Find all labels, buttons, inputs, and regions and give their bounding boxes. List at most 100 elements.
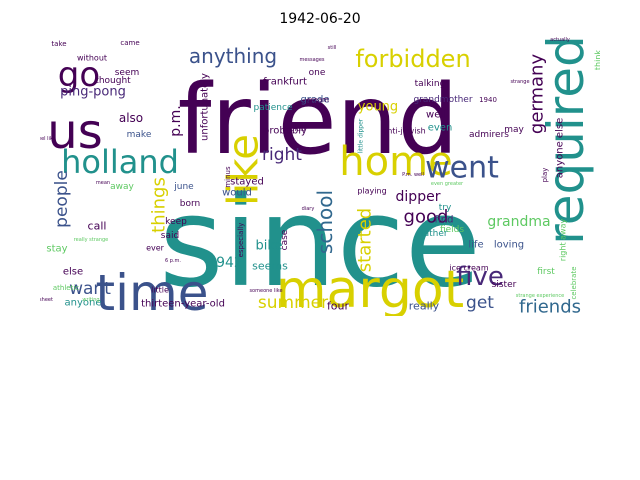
- cloud-word: stay: [46, 244, 67, 255]
- cloud-word: seem: [115, 68, 140, 78]
- cloud-word: without: [77, 54, 107, 63]
- cloud-word: talking: [415, 79, 446, 89]
- cloud-word: dipper: [396, 189, 441, 205]
- cloud-word: mean: [96, 180, 110, 186]
- cloud-word: young: [358, 100, 398, 115]
- cloud-word: away: [110, 182, 134, 192]
- cloud-word: sheet: [39, 297, 53, 303]
- cloud-word: admirers: [469, 130, 509, 140]
- cloud-word: sister: [492, 280, 517, 290]
- cloud-word: think: [594, 50, 603, 71]
- cloud-word: minus: [224, 166, 232, 188]
- cloud-word: celebrate: [570, 266, 578, 299]
- cloud-word: fields: [440, 225, 464, 235]
- cloud-word: well: [426, 110, 446, 121]
- cloud-word: father: [420, 229, 447, 239]
- cloud-word: also: [119, 111, 143, 125]
- cloud-word: still: [328, 45, 337, 51]
- cloud-word: said: [161, 231, 179, 241]
- cloud-word: make: [127, 130, 152, 140]
- cloud-word: else: [63, 267, 83, 278]
- cloud-word: friends: [519, 297, 581, 318]
- cloud-word: play: [541, 168, 549, 183]
- cloud-word: 1940: [479, 96, 497, 104]
- cloud-word: club: [291, 125, 306, 133]
- cloud-word: take: [51, 40, 66, 48]
- cloud-word: would: [222, 188, 252, 199]
- cloud-word: keep: [165, 217, 187, 227]
- cloud-word: even: [428, 123, 453, 134]
- cloud-word: started: [355, 208, 376, 272]
- cloud-word: strange: [510, 79, 529, 85]
- cloud-word: right: [262, 145, 302, 165]
- cloud-word: cream: [307, 96, 329, 104]
- cloud-word: case: [280, 229, 290, 250]
- cloud-word: people: [52, 170, 72, 228]
- cloud-word: strange experience: [516, 293, 564, 299]
- cloud-word: went: [425, 151, 499, 186]
- cloud-word: messages: [299, 57, 324, 63]
- cloud-word: ice cream: [449, 264, 488, 273]
- cloud-word: really: [409, 300, 440, 313]
- cloud-word: patience: [254, 103, 293, 113]
- cloud-word: ping-pong: [60, 85, 126, 100]
- cloud-word: things: [149, 177, 170, 233]
- cloud-word: anything: [189, 44, 277, 68]
- cloud-word: playing: [357, 187, 386, 196]
- cloud-word: home: [339, 139, 452, 185]
- cloud-word: ever: [146, 244, 165, 253]
- cloud-word: required: [537, 35, 595, 245]
- cloud-word: thirteen-year-old: [141, 299, 225, 310]
- cloud-word: good: [404, 207, 449, 228]
- cloud-word: thought: [95, 76, 131, 86]
- cloud-word: holland: [61, 143, 179, 181]
- cloud-word: P.m. well: [402, 172, 424, 178]
- cloud-word: feel like: [36, 136, 55, 142]
- cloud-word: grade: [300, 95, 329, 106]
- cloud-word: life: [468, 240, 483, 251]
- cloud-word: unfortunately: [200, 73, 211, 141]
- cloud-word: time: [96, 264, 209, 322]
- cloud-word: like: [219, 134, 268, 206]
- cloud-word: right away: [559, 219, 568, 262]
- cloud-word: someone like: [249, 288, 282, 294]
- cloud-word: margot: [276, 260, 464, 320]
- cloud-word: little dipper: [358, 118, 365, 153]
- cloud-word: forbidden: [355, 45, 470, 73]
- cloud-word: born: [180, 199, 200, 209]
- cloud-word: grandma: [487, 214, 550, 230]
- cloud-word: summer: [258, 293, 328, 313]
- cloud-word: friend: [178, 64, 459, 176]
- cloud-word: little: [151, 286, 169, 295]
- cloud-word: june: [173, 182, 194, 192]
- cloud-word: go: [58, 55, 100, 95]
- cloud-word: stayed: [230, 177, 264, 188]
- cloud-word: germany: [527, 54, 548, 135]
- cloud-word: 1942: [207, 255, 243, 271]
- cloud-word: may: [504, 125, 524, 135]
- cloud-word: try: [439, 203, 452, 213]
- cloud-word: grandmother: [413, 95, 472, 105]
- cloud-word: first: [537, 267, 555, 277]
- cloud-word: get: [466, 293, 494, 313]
- cloud-word: anyone else: [555, 118, 566, 178]
- cloud-word: anti-jewish: [382, 127, 425, 136]
- cloud-word: call: [88, 220, 107, 233]
- cloud-word: loving: [494, 240, 524, 251]
- cloud-word: really strange: [74, 237, 109, 243]
- cloud-word: probably: [263, 126, 307, 137]
- cloud-word: bike: [256, 239, 283, 254]
- cloud-word: 6 p.m.: [165, 258, 181, 264]
- cloud-word: since: [159, 171, 481, 315]
- cloud-word: one: [309, 68, 326, 78]
- cloud-word: find: [435, 215, 454, 226]
- cloud-word: especially: [237, 223, 245, 258]
- cloud-word: writing: [82, 297, 99, 303]
- cloud-word: even greater: [431, 181, 464, 187]
- cloud-word: came: [120, 39, 139, 47]
- cloud-word: us: [47, 104, 102, 160]
- cloud-word: seems: [252, 260, 288, 273]
- cloud-word: athletic: [53, 284, 79, 292]
- cloud-word: actually: [550, 37, 570, 43]
